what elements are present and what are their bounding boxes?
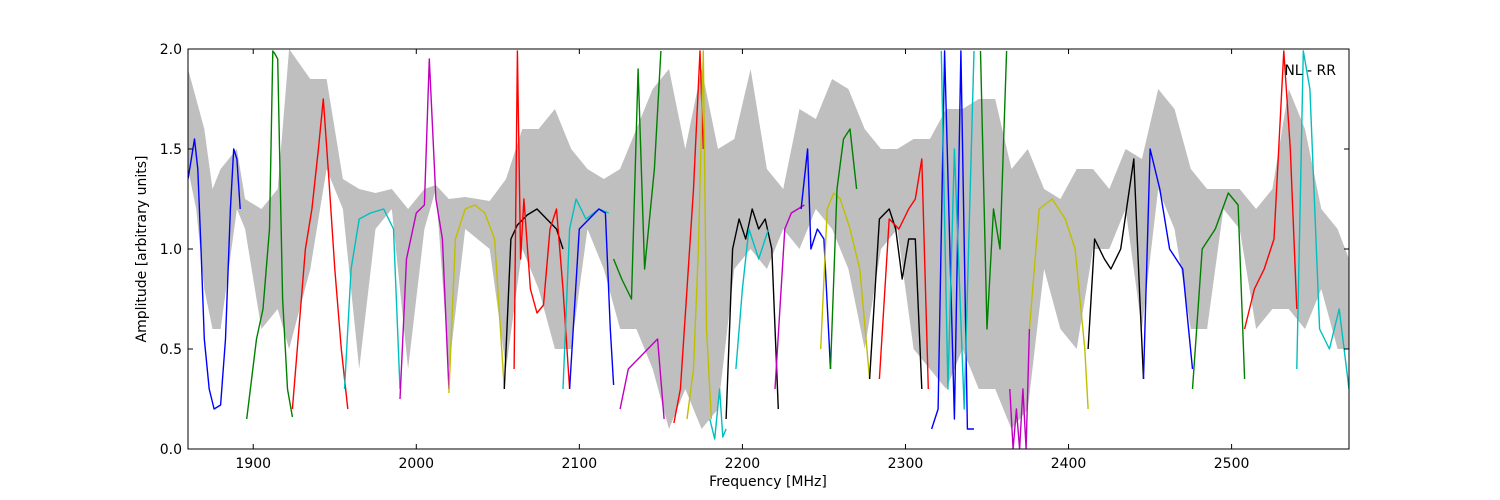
series-line-9 [568,208,615,390]
series-line-10 [612,50,662,300]
x-tick-label: 1900 [235,456,271,472]
y-tick-label: 1.0 [160,242,182,258]
y-tick-label: 0.0 [160,442,182,458]
series-line-32 [1296,50,1349,390]
series-line-16 [735,228,770,370]
y-tick-label: 2.0 [160,42,182,58]
series-line-31 [1243,50,1298,330]
x-tick-label: 2000 [398,456,434,472]
series-line-24 [940,50,975,410]
series-line-13 [686,50,713,420]
series-line-3 [343,208,401,390]
x-tick-label: 2400 [1051,456,1087,472]
series-line-1 [246,50,294,420]
x-tick-label: 2200 [725,456,761,472]
series-line-0 [188,138,241,410]
series-line-14 [709,388,727,440]
x-axis-label: Frequency [MHz] [709,474,827,490]
series-line-23 [930,50,974,430]
y-tick-label: 0.5 [160,342,182,358]
series-layer [188,50,1349,449]
series-line-30 [1191,192,1246,390]
series-line-29 [1142,148,1194,380]
series-line-28 [1087,158,1145,380]
amplitude-envelope-band [188,49,1349,429]
series-line-20 [829,128,858,370]
series-line-15 [725,208,779,420]
series-line-21 [868,208,923,390]
series-line-11 [619,338,665,420]
x-axis: 1900 2000 2100 2200 2300 2400 2500 [235,49,1249,472]
series-line-7 [513,50,571,390]
y-axis-label: Amplitude [arbitrary units] [134,156,150,343]
x-tick-label: 2100 [562,456,598,472]
series-line-5 [448,204,505,394]
panel-annotation: NL - RR [1284,63,1336,79]
x-tick-label: 2500 [1214,456,1250,472]
series-line-19 [820,192,871,380]
series-line-6 [503,208,564,390]
y-axis: 0.0 0.5 1.0 1.5 2.0 [160,42,1349,458]
y-tick-label: 1.5 [160,142,182,158]
series-line-27 [1028,198,1089,410]
series-line-22 [878,158,929,390]
plot-area [188,49,1349,449]
series-line-25 [979,50,1008,330]
series-line-2 [291,98,349,410]
series-line-12 [673,50,704,424]
series-line-4 [399,58,450,400]
series-line-17 [774,204,805,390]
x-tick-label: 2300 [888,456,924,472]
